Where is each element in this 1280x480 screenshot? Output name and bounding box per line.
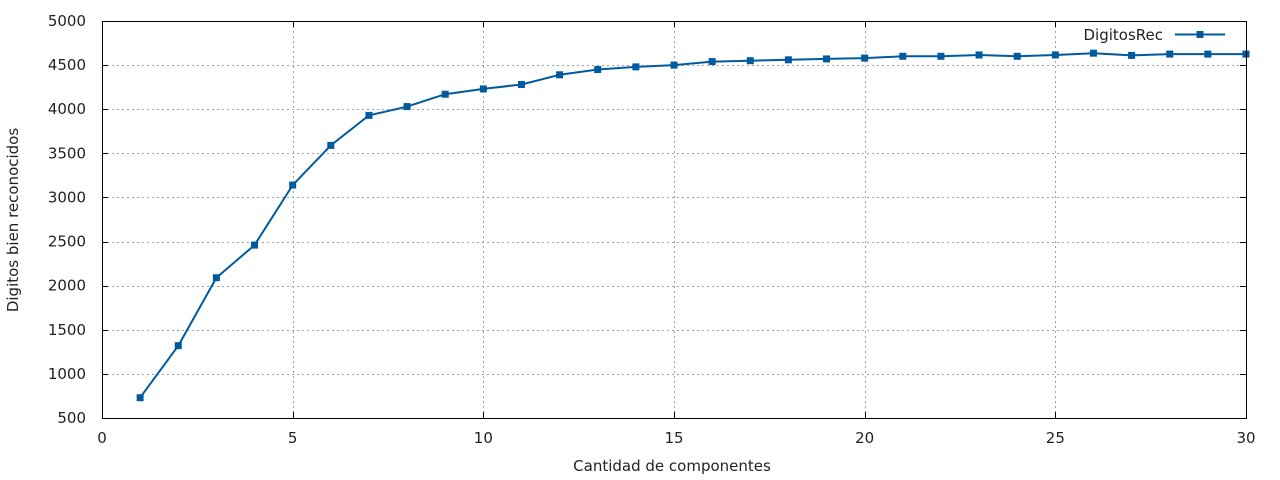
y-tick-label: 500	[57, 409, 86, 427]
x-tick-label: 10	[474, 429, 493, 447]
data-point	[899, 52, 907, 60]
data-point	[1204, 50, 1212, 58]
data-point	[556, 71, 564, 79]
data-point	[670, 61, 678, 69]
x-tick-label: 20	[855, 429, 874, 447]
data-point	[1089, 49, 1097, 57]
axis-ticks: 0 5 10 15 20 25 30 500 1000 1500 2000 2500 3000 3500 4…	[48, 12, 1256, 447]
legend-label: DigitosRec	[1083, 26, 1163, 44]
data-point	[365, 111, 373, 119]
data-point	[136, 394, 144, 402]
y-tick-label: 2000	[48, 277, 86, 295]
data-point	[212, 274, 220, 282]
x-tick-label: 15	[664, 429, 683, 447]
data-point	[479, 85, 487, 93]
y-tick-label: 4000	[48, 100, 86, 118]
x-axis-title: Cantidad de componentes	[573, 457, 771, 475]
data-point	[251, 241, 259, 249]
y-tick-label: 1500	[48, 321, 86, 339]
data-point	[594, 66, 602, 74]
x-tick-label: 25	[1046, 429, 1065, 447]
y-tick-label: 4500	[48, 56, 86, 74]
y-tick-label: 5000	[48, 12, 86, 30]
data-point	[1128, 51, 1136, 59]
data-point	[937, 52, 945, 60]
x-tick-label: 5	[288, 429, 298, 447]
x-tick-label: 30	[1236, 429, 1255, 447]
y-axis-title: Digitos bien reconocidos	[4, 128, 22, 313]
data-point	[861, 54, 869, 62]
data-point	[403, 103, 411, 111]
data-point	[1166, 50, 1174, 58]
data-point	[746, 57, 754, 65]
y-tick-label: 2500	[48, 233, 86, 251]
data-point	[823, 55, 831, 63]
legend: DigitosRec	[1083, 26, 1225, 44]
y-tick-label: 1000	[48, 365, 86, 383]
data-point	[1013, 52, 1021, 60]
data-point	[708, 58, 716, 66]
series-layer	[136, 49, 1250, 402]
data-point	[1051, 51, 1059, 59]
data-point	[784, 56, 792, 64]
plot-frame	[102, 21, 1247, 419]
y-tick-label: 3000	[48, 188, 86, 206]
y-tick-label: 3500	[48, 144, 86, 162]
data-point	[975, 51, 983, 59]
data-point	[327, 141, 335, 149]
data-point	[289, 181, 297, 189]
data-point	[517, 81, 525, 89]
data-point	[441, 90, 449, 98]
legend-marker	[1196, 31, 1204, 38]
data-point	[174, 342, 182, 350]
grid	[102, 21, 1246, 418]
series-line	[139, 52, 1246, 399]
data-point	[632, 63, 640, 71]
x-tick-label: 0	[97, 429, 107, 447]
